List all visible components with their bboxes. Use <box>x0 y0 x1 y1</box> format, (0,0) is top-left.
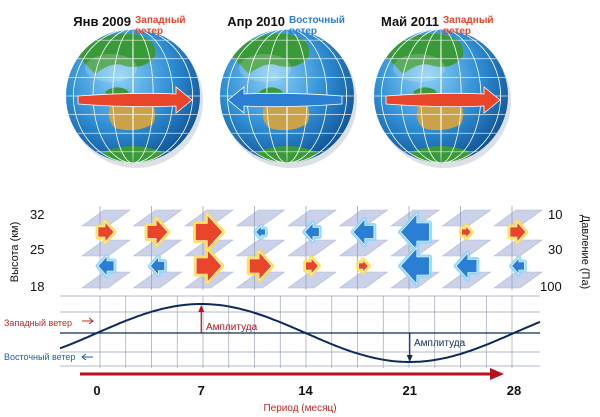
wind-arrow-lower-westerly <box>246 249 275 283</box>
left-tick-mid: 25 <box>30 242 44 257</box>
wind-arrow-upper-easterly <box>253 223 268 241</box>
wind-arrow-upper-westerly <box>192 212 226 252</box>
easterly-side-label: Восточный ветер <box>4 352 75 362</box>
easterly-side-arrow <box>81 353 93 361</box>
right-tick-bottom: 100 <box>540 279 562 294</box>
period-tick-label: 7 <box>198 383 205 398</box>
level-plate <box>287 271 337 289</box>
wind-arrow-upper-easterly <box>350 216 377 248</box>
globe-wind-arrow-east <box>77 86 193 114</box>
period-tick-label: 21 <box>403 383 417 398</box>
globe-date-1: Апр 2010 <box>227 14 285 29</box>
level-plate <box>493 239 543 257</box>
wave-grid <box>60 295 540 368</box>
globe-wind-label-1: ветер <box>289 26 317 37</box>
wind-arrow-lower-easterly <box>147 254 168 278</box>
period-tick-label: 14 <box>298 383 313 398</box>
level-plate <box>132 239 183 257</box>
level-plate <box>235 209 286 227</box>
wind-arrow-upper-westerly <box>459 223 474 241</box>
globe-wind-label-0: ветер <box>135 26 163 37</box>
westerly-side-arrow <box>82 317 94 325</box>
level-plate <box>441 209 492 227</box>
wind-arrow-lower-westerly <box>356 257 371 275</box>
globe-wind-arrow-east <box>385 86 501 114</box>
level-plate <box>441 239 492 257</box>
asia-land <box>232 33 310 74</box>
amplitude-chart <box>59 295 541 380</box>
globe-wind-label-2: Западный <box>443 15 494 26</box>
westerly-side-label: Западный ветер <box>4 318 72 328</box>
level-plate <box>287 239 337 257</box>
globe-date-0: Янв 2009 <box>73 14 131 29</box>
right-tick-mid: 30 <box>548 242 562 257</box>
wind-arrow-upper-easterly <box>302 220 322 244</box>
wind-arrow-lower-westerly <box>193 247 225 285</box>
left-axis-title: Высота (км) <box>9 222 21 283</box>
globe-wind-arrow-west <box>227 86 343 114</box>
amplitude-label-down: Амплитуда <box>414 338 466 349</box>
level-plate <box>338 239 389 257</box>
level-plate <box>338 271 389 289</box>
level-plate <box>81 271 131 289</box>
asia-land <box>78 33 156 74</box>
level-plate <box>493 271 543 289</box>
wind-arrow-lower-easterly <box>509 255 527 277</box>
wind-arrow-upper-westerly <box>507 219 529 245</box>
period-tick-label: 28 <box>507 383 521 398</box>
right-tick-top: 10 <box>548 207 562 222</box>
right-axis-title: Давление (Па) <box>579 215 591 289</box>
amplitude-label-up: Амплитуда <box>206 322 258 333</box>
asia-land <box>386 33 464 74</box>
wind-arrow-upper-westerly <box>95 219 117 245</box>
left-tick-bottom: 18 <box>30 279 44 294</box>
globe-date-2: Май 2011 <box>381 14 439 29</box>
period-axis-title: Период (месяц) <box>263 403 336 414</box>
period-tick-label: 0 <box>93 383 100 398</box>
wind-arrow-lower-easterly <box>453 250 480 282</box>
wind-arrow-lower-easterly <box>398 245 432 287</box>
globe-wind-label-1: Восточный <box>289 15 345 26</box>
oscillation-curve <box>59 303 541 363</box>
level-plate <box>132 271 183 289</box>
level-plate <box>287 209 337 227</box>
level-plate <box>235 239 286 257</box>
wind-arrow-grid <box>81 206 543 290</box>
period-ticks: 0 7 14 21 28 <box>93 383 521 398</box>
wind-arrow-lower-westerly <box>303 255 321 277</box>
wind-arrow-upper-westerly <box>144 216 171 248</box>
level-plate <box>81 239 131 257</box>
globe-wind-label-2: ветер <box>443 26 471 37</box>
globe-wind-label-0: Западный <box>135 15 186 26</box>
wind-arrow-upper-easterly <box>398 211 432 253</box>
left-tick-top: 32 <box>30 207 44 222</box>
wind-arrow-lower-easterly <box>95 253 117 279</box>
